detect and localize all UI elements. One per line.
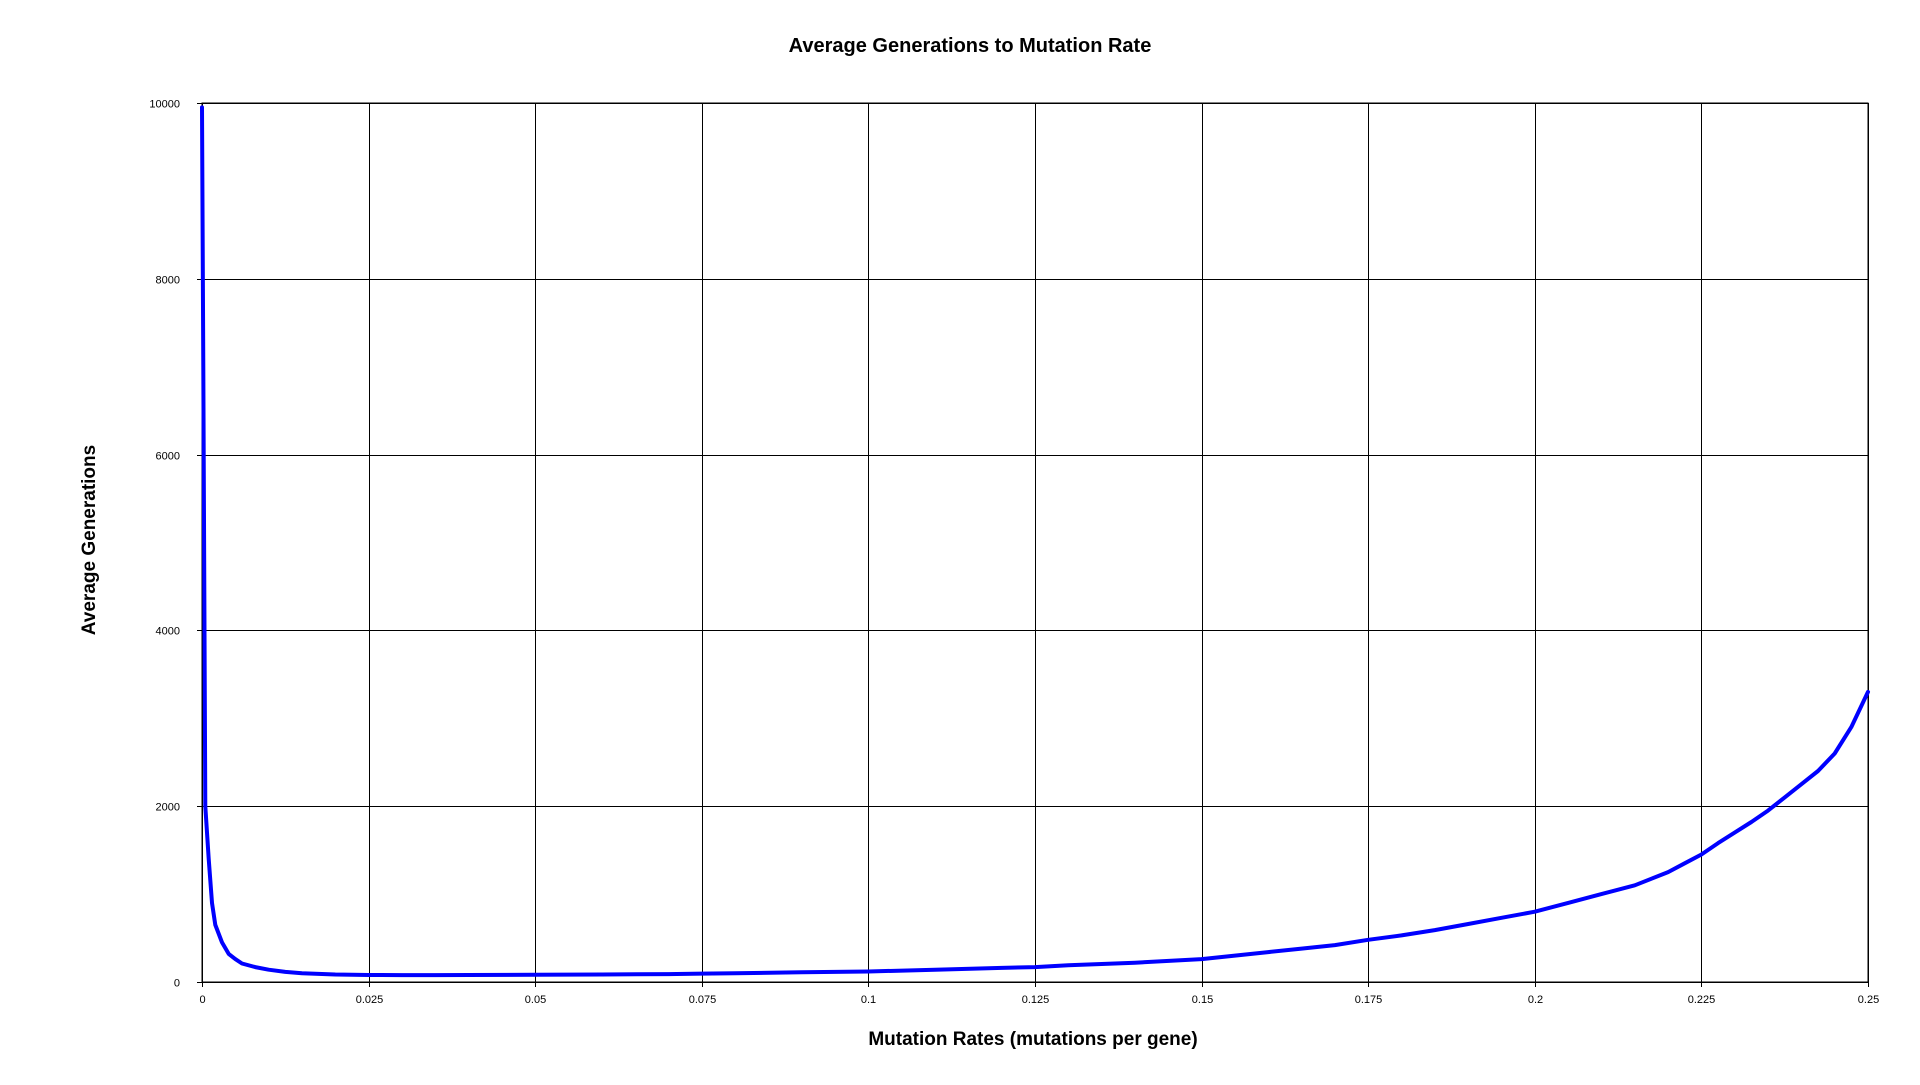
x-tick-label: 0.125 [1022, 994, 1050, 1006]
y-tick-label: 2000 [156, 802, 180, 814]
chart-title: Average Generations to Mutation Rate [789, 35, 1152, 57]
series-line-0 [200, 105, 1870, 978]
x-tick-label: 0.175 [1355, 994, 1383, 1006]
grid [197, 102, 1869, 987]
x-tick-label: 0.1 [861, 994, 876, 1006]
y-tick-label: 6000 [156, 451, 180, 463]
series-layer [200, 105, 1870, 978]
x-tick-label: 0 [199, 994, 205, 1006]
y-tick-label: 8000 [156, 275, 180, 287]
tick-labels: 0 0.025 0.05 0.075 0.1 0.125 0.15 0.175 0.2 0.225… [149, 99, 1879, 1007]
y-tick-label: 0 [174, 978, 180, 990]
y-axis-label: Average Generations [79, 445, 100, 635]
x-tick-label: 0.2 [1528, 994, 1543, 1006]
x-tick-label: 0.05 [525, 994, 546, 1006]
x-tick-label: 0.225 [1688, 994, 1716, 1006]
x-tick-label: 0.15 [1192, 994, 1213, 1006]
x-tick-label: 0.025 [356, 994, 384, 1006]
y-tick-label: 4000 [156, 626, 180, 638]
x-axis-label: Mutation Rates (mutations per gene) [868, 1029, 1197, 1050]
y-tick-label: 10000 [149, 99, 180, 111]
x-tick-label: 0.25 [1858, 994, 1879, 1006]
x-tick-label: 0.075 [689, 994, 717, 1006]
